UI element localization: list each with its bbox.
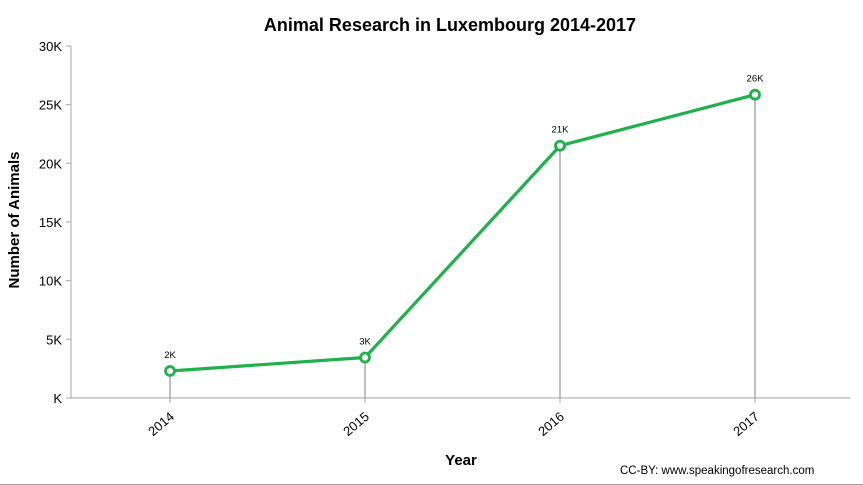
y-tick-label: 30K (39, 39, 62, 54)
data-point-marker (164, 365, 176, 377)
y-tick-label: 25K (39, 98, 62, 113)
y-axis: K 5K 10K 15K 20K 25K 30K (39, 39, 72, 406)
data-label: 2K (164, 350, 176, 361)
y-tick-label: 5K (46, 332, 62, 347)
y-axis-title: Number of Animals (6, 152, 23, 289)
credit-text: CC-BY: www.speakingofresearch.com (620, 465, 814, 477)
y-tick-label: 20K (39, 156, 62, 171)
chart-title: Animal Research in Luxembourg 2014-2017 (264, 15, 636, 35)
x-tick-label: 2016 (535, 409, 567, 439)
data-label: 3K (359, 337, 371, 348)
data-point-marker (554, 139, 566, 152)
series-line-group (164, 88, 761, 377)
x-axis-title: Year (445, 452, 477, 469)
x-axis: 2014 2015 2016 2017 (71, 397, 850, 439)
x-tick-label: 2015 (340, 409, 372, 439)
x-tick-label: 2017 (730, 409, 762, 439)
data-point-marker (359, 351, 371, 364)
data-label: 26K (747, 74, 765, 85)
data-label: 21K (552, 125, 570, 136)
data-point-marker (749, 88, 761, 101)
x-tick-label: 2014 (145, 409, 177, 439)
data-labels: 2K 3K 21K 26K (164, 74, 764, 361)
y-tick-label: 15K (39, 215, 62, 230)
y-tick-label: K (53, 391, 62, 406)
series-line (169, 93, 756, 373)
drop-lines (169, 94, 756, 398)
y-tick-label: 10K (39, 274, 62, 289)
